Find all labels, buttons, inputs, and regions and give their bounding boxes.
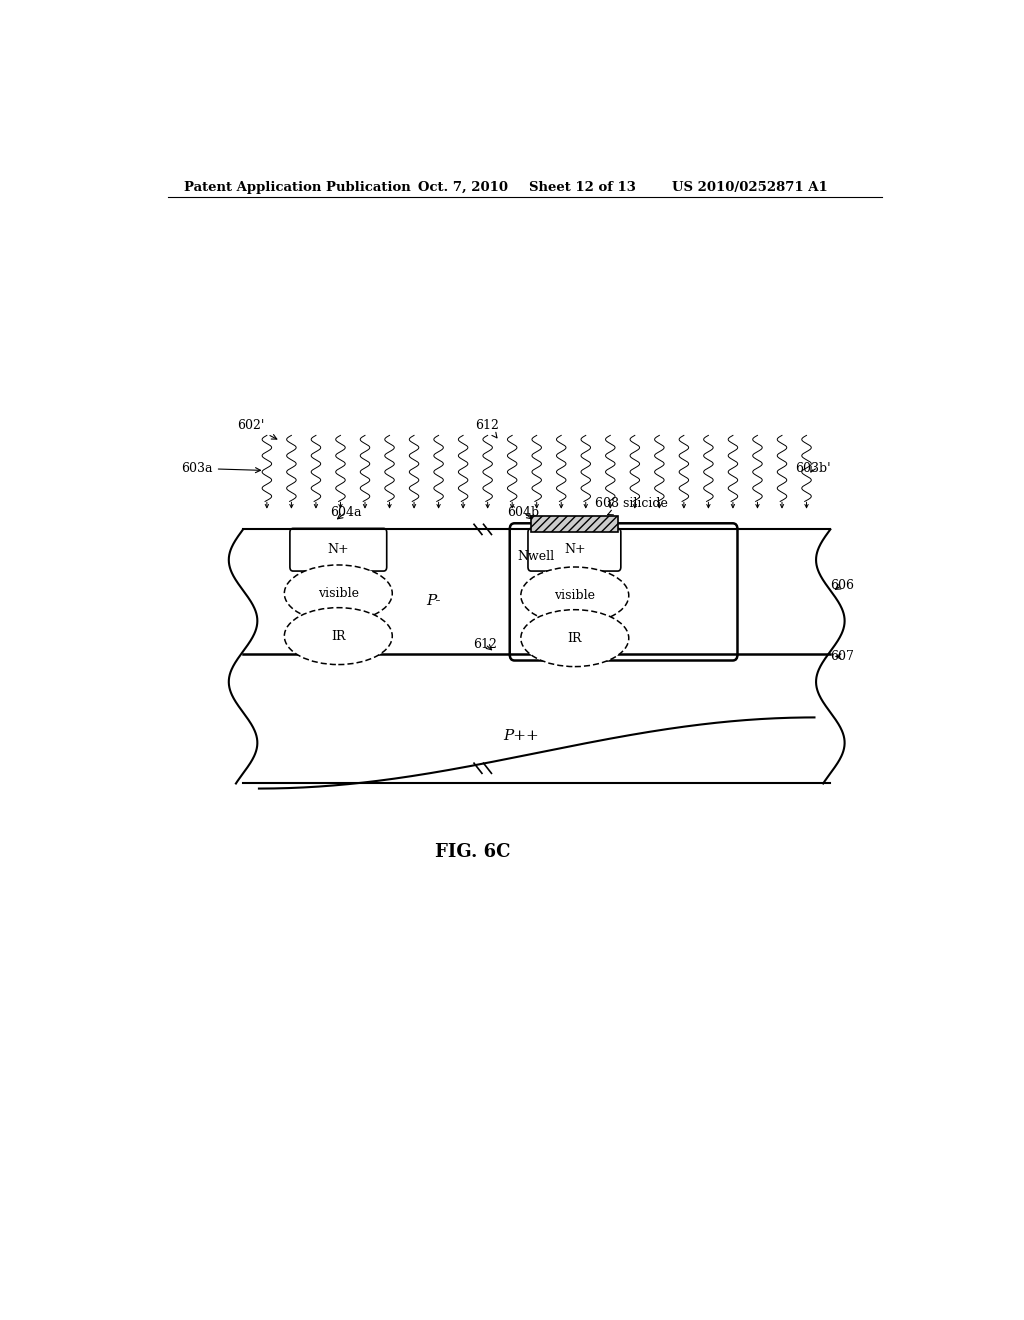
Text: 612: 612 [473, 638, 497, 651]
Text: Sheet 12 of 13: Sheet 12 of 13 [528, 181, 636, 194]
Text: 603b': 603b' [795, 462, 830, 475]
Text: Nwell: Nwell [517, 550, 554, 564]
Ellipse shape [285, 565, 392, 622]
Text: IR: IR [331, 630, 345, 643]
Text: FIG. 6C: FIG. 6C [435, 842, 511, 861]
Text: 604a: 604a [331, 506, 362, 519]
Text: 606: 606 [830, 578, 854, 591]
FancyBboxPatch shape [290, 528, 387, 572]
Text: visible: visible [317, 587, 358, 599]
Text: 612: 612 [475, 420, 500, 438]
Text: P-: P- [426, 594, 440, 607]
Text: US 2010/0252871 A1: US 2010/0252871 A1 [672, 181, 827, 194]
Text: Oct. 7, 2010: Oct. 7, 2010 [418, 181, 508, 194]
FancyBboxPatch shape [528, 528, 621, 572]
Ellipse shape [285, 607, 392, 664]
Text: IR: IR [567, 632, 582, 644]
Ellipse shape [521, 610, 629, 667]
Text: 607: 607 [830, 649, 854, 663]
Text: Patent Application Publication: Patent Application Publication [183, 181, 411, 194]
Bar [531, 516, 617, 532]
Text: P++: P++ [503, 729, 539, 743]
Text: N+: N+ [564, 544, 586, 556]
Text: 602': 602' [238, 420, 276, 440]
Ellipse shape [521, 568, 629, 624]
Text: visible: visible [554, 589, 595, 602]
Text: 608 silicide: 608 silicide [596, 498, 669, 515]
Text: N+: N+ [328, 544, 349, 556]
Text: 603a: 603a [181, 462, 260, 475]
Text: 604b: 604b [507, 506, 540, 519]
FancyBboxPatch shape [510, 523, 737, 660]
